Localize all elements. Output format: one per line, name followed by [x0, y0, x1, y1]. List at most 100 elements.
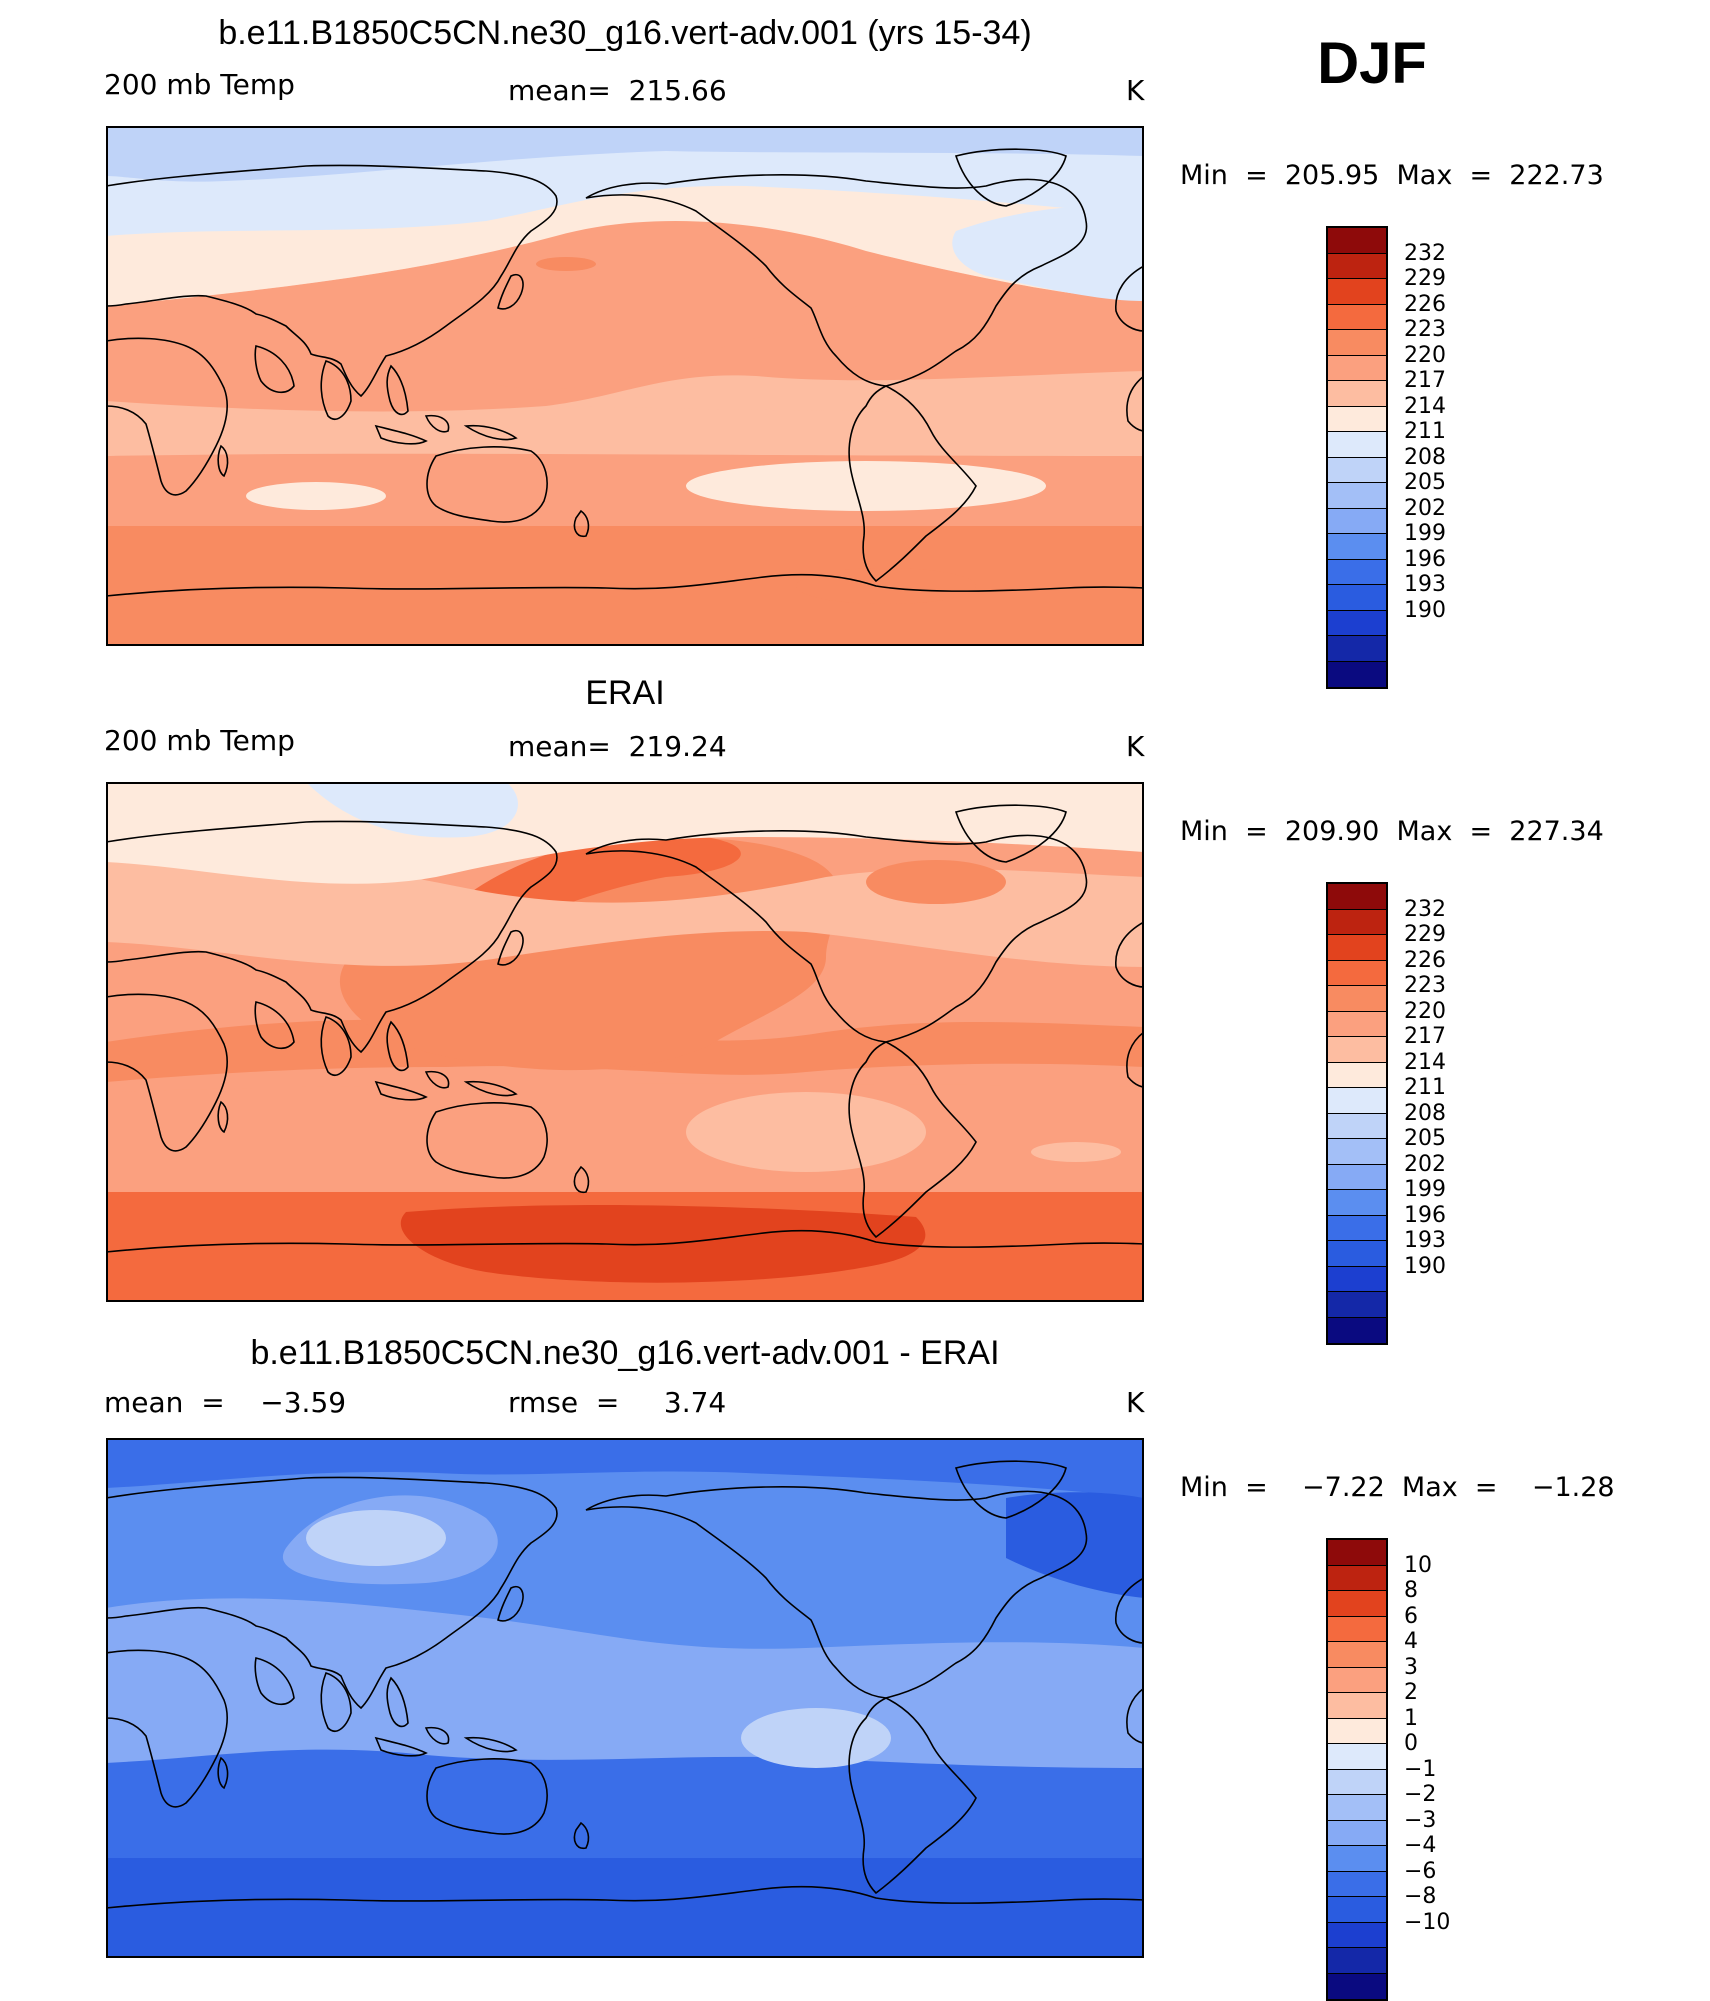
colorbar-tick-label: 217	[1404, 1024, 1446, 1049]
colorbar-swatch	[1328, 1317, 1386, 1343]
contour-arctic-colder-band	[106, 126, 1144, 182]
colorbar-swatch	[1328, 1820, 1386, 1846]
colorbar-tick-label: −10	[1404, 1909, 1451, 1935]
colorbar-swatch	[1328, 1540, 1386, 1566]
colorbar-tick-label: 199	[1404, 521, 1446, 546]
colorbar-swatch	[1328, 1642, 1386, 1668]
colorbar-tick-label: 232	[1404, 896, 1446, 922]
colorbar-swatch	[1328, 1795, 1386, 1821]
panel-3-map	[106, 1438, 1144, 1958]
colorbar-swatch	[1328, 330, 1386, 356]
colorbar-swatch	[1328, 1948, 1386, 1974]
map-frame	[106, 782, 1144, 1302]
colorbar-tick-label: 202	[1404, 495, 1446, 521]
panel-3-units: K	[1126, 1386, 1145, 1419]
colorbar-tick-label: −2	[1404, 1782, 1437, 1807]
colorbar-tick-label: 229	[1404, 922, 1446, 947]
colorbar-tick-label: 0	[1404, 1731, 1418, 1756]
colorbar-swatch	[1328, 279, 1386, 305]
colorbar-swatch	[1328, 1667, 1386, 1693]
contour-southern-light-band	[106, 400, 1144, 456]
colorbar-swatch	[1328, 1164, 1386, 1190]
panel-2-variable-label: 200 mb Temp	[104, 724, 295, 757]
colorbar-tick-label: 223	[1404, 317, 1446, 342]
coastlines	[106, 804, 1144, 1253]
colorbar-swatch	[1328, 1744, 1386, 1770]
contour-antarctic-deeper-band	[106, 1858, 1144, 1958]
panel-3-mean-label: mean = −3.59	[104, 1386, 347, 1419]
colorbar-tick-label: 8	[1404, 1578, 1418, 1603]
coastlines	[106, 1460, 1144, 1909]
panel-1-map	[106, 126, 1144, 646]
colorbar-swatch	[1328, 228, 1386, 254]
contour-north-pacific-warm-spot	[536, 257, 596, 271]
contour-south-pacific-pale-patch	[686, 461, 1046, 511]
colorbar-swatch	[1328, 1215, 1386, 1241]
contour-north-atlantic-deep-patch	[1006, 1492, 1144, 1598]
colorbar-swatch	[1328, 355, 1386, 381]
panel-1-contour-map	[106, 126, 1144, 646]
colorbar-swatch	[1328, 457, 1386, 483]
colorbar-swatch	[1328, 253, 1386, 279]
colorbar-tick-label: 202	[1404, 1151, 1446, 1177]
colorbar-swatch	[1328, 909, 1386, 935]
panel-3-minmax: Min = −7.22 Max = −1.28	[1180, 1472, 1615, 1503]
colorbar-tick-label: 214	[1404, 393, 1446, 419]
colorbar-swatch	[1328, 1088, 1386, 1114]
colorbar-swatch	[1328, 1973, 1386, 1999]
colorbar-swatch	[1328, 1769, 1386, 1795]
colorbar-tick-label: 223	[1404, 973, 1446, 998]
colorbar-swatch	[1328, 406, 1386, 432]
colorbar-swatch	[1328, 1565, 1386, 1591]
colorbar-tick-label: 205	[1404, 1126, 1446, 1151]
colorbar-swatch	[1328, 483, 1386, 509]
season-label: DJF	[1317, 31, 1427, 96]
colorbar-tick-label: 217	[1404, 368, 1446, 393]
panel-1-minmax: Min = 205.95 Max = 222.73	[1180, 160, 1604, 191]
colorbar-swatch	[1328, 559, 1386, 585]
colorbar-swatch	[1328, 534, 1386, 560]
panel-2-colorbar	[1326, 882, 1388, 1345]
contour-siberia-cold-patch	[306, 782, 518, 838]
colorbar-tick-label: 220	[1404, 342, 1446, 368]
colorbar-swatch	[1328, 508, 1386, 534]
colorbar-swatch	[1328, 935, 1386, 961]
panel-1-title: b.e11.B1850C5CN.ne30_g16.vert-adv.001 (y…	[218, 14, 1032, 52]
panel-1-variable-label: 200 mb Temp	[104, 68, 295, 101]
colorbar-tick-label: 199	[1404, 1177, 1446, 1202]
colorbar-tick-label: 193	[1404, 1228, 1446, 1253]
colorbar-tick-label: 10	[1404, 1552, 1432, 1578]
coastlines	[106, 148, 1144, 597]
colorbar-tick-label: 190	[1404, 597, 1446, 623]
contour-tropical-light-belt	[106, 1598, 1144, 1768]
colorbar-tick-label: 220	[1404, 998, 1446, 1024]
panel-3-colorbar	[1326, 1538, 1388, 2001]
panel-2-minmax: Min = 209.90 Max = 227.34	[1180, 816, 1604, 847]
colorbar-tick-label: 208	[1404, 444, 1446, 470]
colorbar-tick-label: 232	[1404, 240, 1446, 266]
colorbar-swatch	[1328, 1139, 1386, 1165]
colorbar-tick-label: 4	[1404, 1629, 1418, 1654]
panel-1-units: K	[1126, 74, 1145, 107]
colorbar-tick-label: −1	[1404, 1756, 1437, 1782]
panel-3-rmse-label: rmse = 3.74	[508, 1386, 727, 1419]
panel-2-units: K	[1126, 730, 1145, 763]
colorbar-swatch	[1328, 1011, 1386, 1037]
colorbar-swatch	[1328, 636, 1386, 662]
colorbar-swatch	[1328, 1871, 1386, 1897]
map-frame	[106, 126, 1144, 646]
colorbar-swatch	[1328, 1241, 1386, 1267]
contour-north-atlantic-cold-patch	[952, 206, 1144, 301]
colorbar-swatch	[1328, 1062, 1386, 1088]
colorbar-tick-label: 2	[1404, 1680, 1418, 1705]
colorbar-tick-label: −4	[1404, 1833, 1437, 1858]
contour-south-polar-band	[106, 526, 1144, 646]
contour-south-atlantic-light-patch	[1031, 1142, 1121, 1162]
colorbar-tick-label: 226	[1404, 291, 1446, 317]
panel-1-colorbar	[1326, 226, 1388, 689]
colorbar-swatch	[1328, 304, 1386, 330]
colorbar-swatch	[1328, 1113, 1386, 1139]
contour-pacific-warm-tongue	[436, 190, 883, 390]
colorbar-swatch	[1328, 585, 1386, 611]
map-frame	[106, 1438, 1144, 1958]
